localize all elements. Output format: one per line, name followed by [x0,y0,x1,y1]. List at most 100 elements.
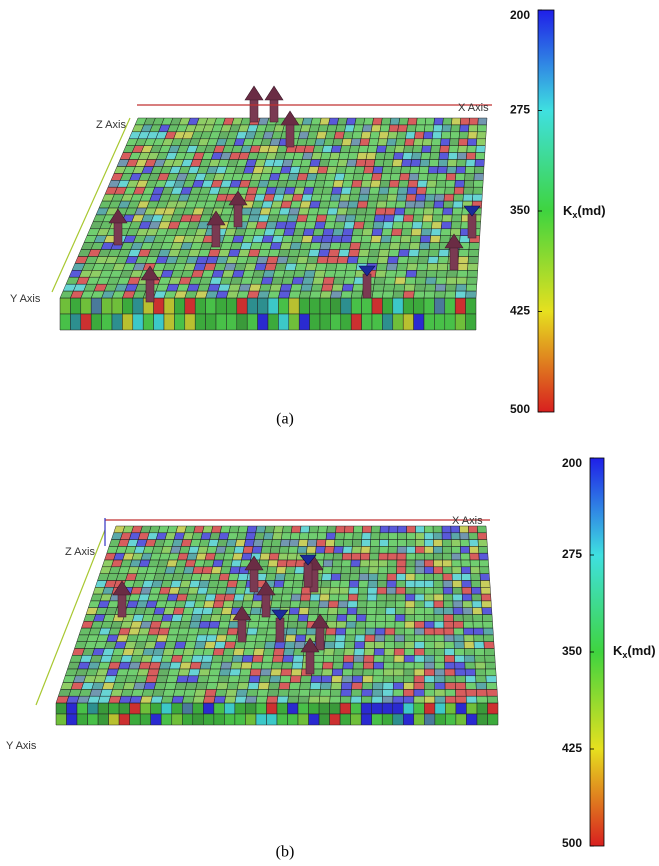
grid-cell-side [455,314,465,330]
grid-cell [352,132,362,139]
grid-cell [395,621,405,628]
grid-cell [389,180,399,187]
grid-cell [387,257,398,264]
grid-cell [445,683,456,690]
grid-cell [353,533,362,540]
grid-cell [406,270,417,277]
grid-cell [253,270,265,277]
grid-cell [184,642,196,649]
grid-cell [265,263,277,270]
grid-cell [419,250,430,257]
grid-cell [344,642,354,649]
grid-cell [395,277,406,284]
grid-cell [321,676,332,683]
grid-cell [398,526,407,533]
grid-cell [467,270,478,277]
grid-cell [382,291,393,298]
grid-cell [193,567,204,574]
grid-cell [352,540,361,547]
colorbar-tick-label: 500 [562,836,582,850]
grid-cell [285,635,296,642]
grid-cell [298,208,309,215]
grid-cell [435,696,446,703]
grid-cell [444,615,454,622]
grid-cell [456,284,467,291]
grid-cell [393,696,404,703]
colorbar-title: Kx(md) [563,203,606,220]
grid-cell [364,642,374,649]
grid-cell [378,250,389,257]
grid-cell [302,277,314,284]
grid-cell [451,546,460,553]
well-shaft [212,223,220,247]
grid-cell [132,689,144,696]
grid-cell [309,696,320,703]
grid-cell [345,215,356,222]
grid-cell [237,291,249,298]
grid-cell [216,546,227,553]
grid-cell [434,655,444,662]
grid-cell [352,676,363,683]
grid-cell [352,229,363,236]
grid-cell [410,236,421,243]
grid-cell [230,567,241,574]
grid-cell [435,662,445,669]
grid-cell [325,173,336,180]
well-shaft [304,563,312,587]
grid-cell [301,160,312,167]
grid-cell [309,526,319,533]
grid-cell [365,628,375,635]
grid-cell [283,581,293,588]
grid-cell [323,655,334,662]
grid-cell [369,187,380,194]
grid-cell [327,208,338,215]
grid-cell-side [477,703,488,714]
grid-cell [192,608,203,615]
grid-cell [290,243,302,250]
grid-cell-side [382,314,392,330]
grid-cell [380,125,390,132]
grid-cell [280,243,292,250]
grid-cell [466,160,476,167]
grid-cell [483,628,493,635]
grid-cell [283,655,294,662]
grid-cell [243,594,254,601]
grid-cell [277,696,288,703]
grid-cell [374,215,385,222]
grid-cell [463,194,473,201]
grid-cell [436,277,447,284]
grid-cell [370,540,379,547]
grid-cell [415,553,424,560]
grid-cell [484,635,494,642]
grid-cell [462,587,472,594]
grid-cell [362,125,372,132]
grid-cell [385,628,395,635]
grid-cell [396,587,406,594]
grid-cell [181,655,193,662]
grid-cell [119,696,131,703]
grid-cell [141,655,153,662]
grid-cell [443,560,452,567]
grid-cell [407,187,417,194]
grid-cell [152,689,164,696]
grid-cell [237,683,249,690]
grid-cell [368,194,379,201]
grid-cell [481,587,491,594]
grid-cell [410,167,420,174]
grid-cell [308,250,320,257]
grid-cell [258,291,270,298]
grid-cell [450,229,460,236]
grid-cell [396,581,406,588]
grid-cell [309,201,320,208]
grid-cell [321,194,332,201]
colorbar-tick-label: 200 [562,456,582,470]
colorbar-tick-label: 425 [510,304,530,318]
grid-cell [405,277,416,284]
grid-cell [461,574,471,581]
grid-cell [326,628,336,635]
grid-cell [258,250,270,257]
grid-cell-side [382,714,393,725]
grid-cell [345,635,355,642]
grid-cell [408,257,419,264]
grid-cell-side [102,314,112,330]
